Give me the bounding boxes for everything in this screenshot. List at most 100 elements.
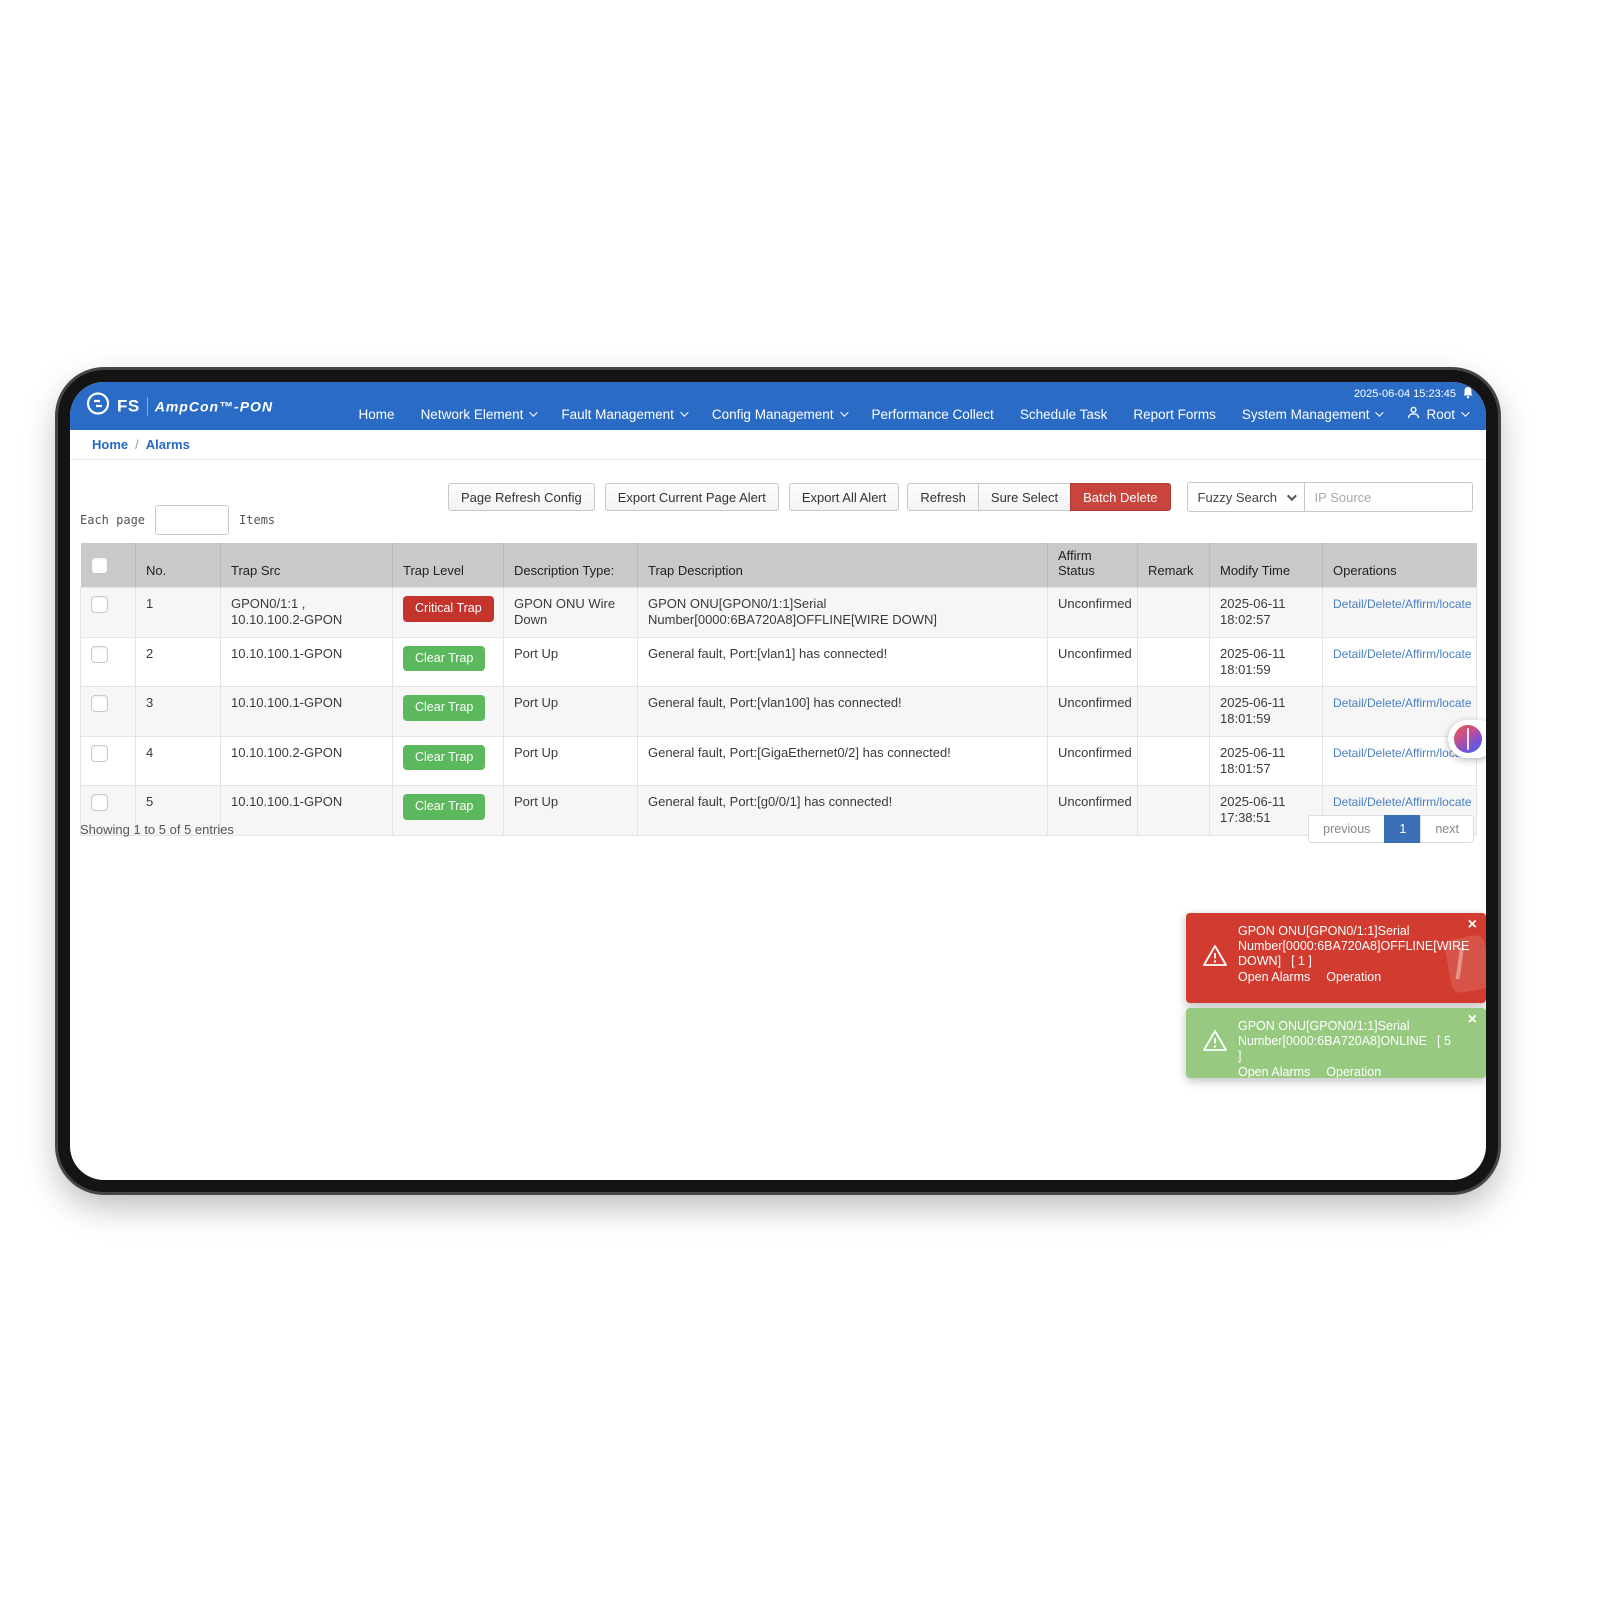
operations-links[interactable]: Detail/Delete/Affirm/locate [1333, 696, 1472, 710]
cell-no: 2 [135, 636, 221, 687]
operation-link[interactable]: Operation [1326, 1065, 1382, 1078]
nav-item-performance-collect[interactable]: Performance Collect [859, 407, 1007, 422]
username-text: Root [1426, 406, 1455, 422]
ai-assistant-button[interactable] [1448, 720, 1486, 758]
sure-select-button[interactable]: Sure Select [977, 483, 1072, 511]
row-checkbox[interactable] [91, 794, 108, 811]
next-page-button[interactable]: next [1420, 815, 1474, 843]
main-nav: Home Network Element Fault Management Co… [346, 398, 1480, 430]
cell-no: 3 [135, 686, 221, 737]
open-alarms-link[interactable]: Open Alarms [1238, 970, 1311, 985]
page-number-button[interactable]: 1 [1384, 815, 1422, 843]
top-navbar: FS AmpCon™-PON 2025-06-04 15:23:45 Home … [70, 382, 1486, 430]
trap-level-badge: Clear Trap [403, 744, 486, 771]
fs-logo-icon [86, 392, 110, 421]
search-category-select[interactable]: Fuzzy Search [1186, 482, 1305, 512]
device-frame: FS AmpCon™-PON 2025-06-04 15:23:45 Home … [58, 370, 1498, 1192]
operations-links[interactable]: Detail/Delete/Affirm/locate [1333, 646, 1472, 661]
cell-remark [1137, 587, 1210, 638]
close-icon[interactable]: × [1467, 916, 1477, 933]
operations-links[interactable]: Detail/Delete/Affirm/locate [1333, 745, 1472, 760]
chevron-down-icon [680, 408, 689, 417]
export-all-alert-button[interactable]: Export All Alert [788, 483, 900, 511]
cell-trap-src: 10.10.100.1-GPON [220, 785, 393, 836]
warning-triangle-icon [1202, 944, 1228, 972]
search-controls: Fuzzy Search [1186, 482, 1473, 512]
cell-trap-description: GPON ONU[GPON0/1:1]Serial Number[0000:6B… [637, 587, 1048, 638]
alarm-toast-offline: GPON ONU[GPON0/1:1]Serial Number[0000:6B… [1186, 913, 1486, 1003]
nav-label: Config Management [711, 406, 834, 422]
bell-icon[interactable] [1462, 386, 1474, 402]
cell-affirm-status: Unconfirmed [1047, 587, 1138, 638]
nav-label: Report Forms [1133, 406, 1216, 422]
cell-trap-description: General fault, Port:[vlan100] has connec… [637, 686, 1048, 737]
previous-page-button[interactable]: previous [1308, 815, 1386, 843]
toast-message: GPON ONU[GPON0/1:1]Serial Number[0000:6B… [1238, 924, 1469, 985]
nav-label: Home [358, 406, 395, 422]
column-header-affirm-status: Affirm Status [1047, 543, 1138, 588]
column-header-operations: Operations [1322, 543, 1477, 588]
search-category-value: Fuzzy Search [1197, 489, 1278, 505]
chevron-down-icon [839, 408, 849, 417]
user-icon [1407, 406, 1420, 422]
row-checkbox[interactable] [91, 596, 108, 613]
nav-item-system-management[interactable]: System Management [1229, 407, 1395, 422]
open-alarms-link[interactable]: Open Alarms [1238, 1065, 1311, 1078]
user-menu-root[interactable]: Root [1394, 406, 1480, 422]
header-datetime: 2025-06-04 15:23:45 [1354, 386, 1474, 402]
operation-link[interactable]: Operation [1326, 970, 1382, 985]
cell-affirm-status: Unconfirmed [1047, 785, 1138, 836]
alarm-toast-online: GPON ONU[GPON0/1:1]Serial Number[0000:6B… [1186, 1008, 1486, 1078]
ip-source-input[interactable] [1304, 482, 1473, 512]
cell-trap-description: General fault, Port:[g0/0/1] has connect… [637, 785, 1048, 836]
nav-item-report-forms[interactable]: Report Forms [1120, 407, 1229, 422]
nav-label: Performance Collect [871, 406, 994, 422]
trap-level-badge: Clear Trap [403, 794, 486, 820]
nav-item-config-management[interactable]: Config Management [699, 407, 859, 422]
warning-triangle-icon [1202, 1029, 1228, 1057]
row-checkbox[interactable] [91, 645, 108, 663]
breadcrumb-separator: / [135, 437, 139, 452]
nav-item-schedule-task[interactable]: Schedule Task [1007, 407, 1121, 422]
page-size-control: Each page Items [80, 505, 275, 535]
operations-links[interactable]: Detail/Delete/Affirm/locate [1333, 597, 1472, 611]
export-current-page-button[interactable]: Export Current Page Alert [604, 483, 779, 511]
nav-label: System Management [1241, 406, 1370, 422]
table-row: 2 10.10.100.1-GPON Clear Trap Port Up Ge… [80, 636, 1477, 687]
row-checkbox[interactable] [91, 744, 108, 762]
nav-item-fault-management[interactable]: Fault Management [548, 407, 699, 422]
breadcrumb-home-link[interactable]: Home [92, 437, 129, 452]
nav-item-network-element[interactable]: Network Element [408, 407, 549, 422]
datetime-text: 2025-06-04 15:23:45 [1353, 388, 1456, 400]
column-header-trap-description: Trap Description [637, 543, 1048, 588]
row-checkbox[interactable] [91, 695, 108, 712]
toast-links: Open Alarms Operation [1238, 970, 1456, 985]
cell-remark [1137, 686, 1210, 737]
trap-level-badge: Clear Trap [403, 695, 486, 721]
cell-no: 4 [135, 735, 221, 786]
cell-remark [1137, 636, 1210, 687]
cell-remark [1137, 735, 1210, 786]
column-header-description-type: Description Type: [503, 543, 638, 588]
select-all-checkbox[interactable] [90, 556, 108, 574]
nav-item-home[interactable]: Home [346, 407, 408, 422]
cell-description-type: Port Up [503, 785, 638, 836]
table-row: 3 10.10.100.1-GPON Clear Trap Port Up Ge… [80, 686, 1477, 737]
cell-modify-time: 2025-06-11 18:02:57 [1209, 587, 1323, 638]
chevron-down-icon [1375, 408, 1385, 417]
page-refresh-config-button[interactable]: Page Refresh Config [448, 483, 595, 511]
page-size-input[interactable] [155, 505, 230, 535]
close-icon[interactable]: × [1467, 1011, 1477, 1028]
refresh-button[interactable]: Refresh [907, 483, 979, 511]
operations-links[interactable]: Detail/Delete/Affirm/locate [1333, 795, 1472, 809]
table-row: 1 GPON0/1:1 , 10.10.100.2-GPON Critical … [80, 587, 1477, 638]
page-size-suffix-label: Items [239, 513, 276, 527]
cell-no: 5 [135, 785, 221, 836]
chevron-down-icon [1461, 408, 1470, 417]
cell-modify-time: 2025-06-11 18:01:57 [1209, 735, 1323, 786]
logo-divider [146, 397, 148, 415]
alarm-toolbar: Page Refresh Config Export Current Page … [448, 482, 1486, 512]
cell-trap-src: GPON0/1:1 , 10.10.100.2-GPON [220, 587, 393, 638]
batch-delete-button[interactable]: Batch Delete [1070, 483, 1171, 511]
cell-affirm-status: Unconfirmed [1047, 636, 1138, 687]
